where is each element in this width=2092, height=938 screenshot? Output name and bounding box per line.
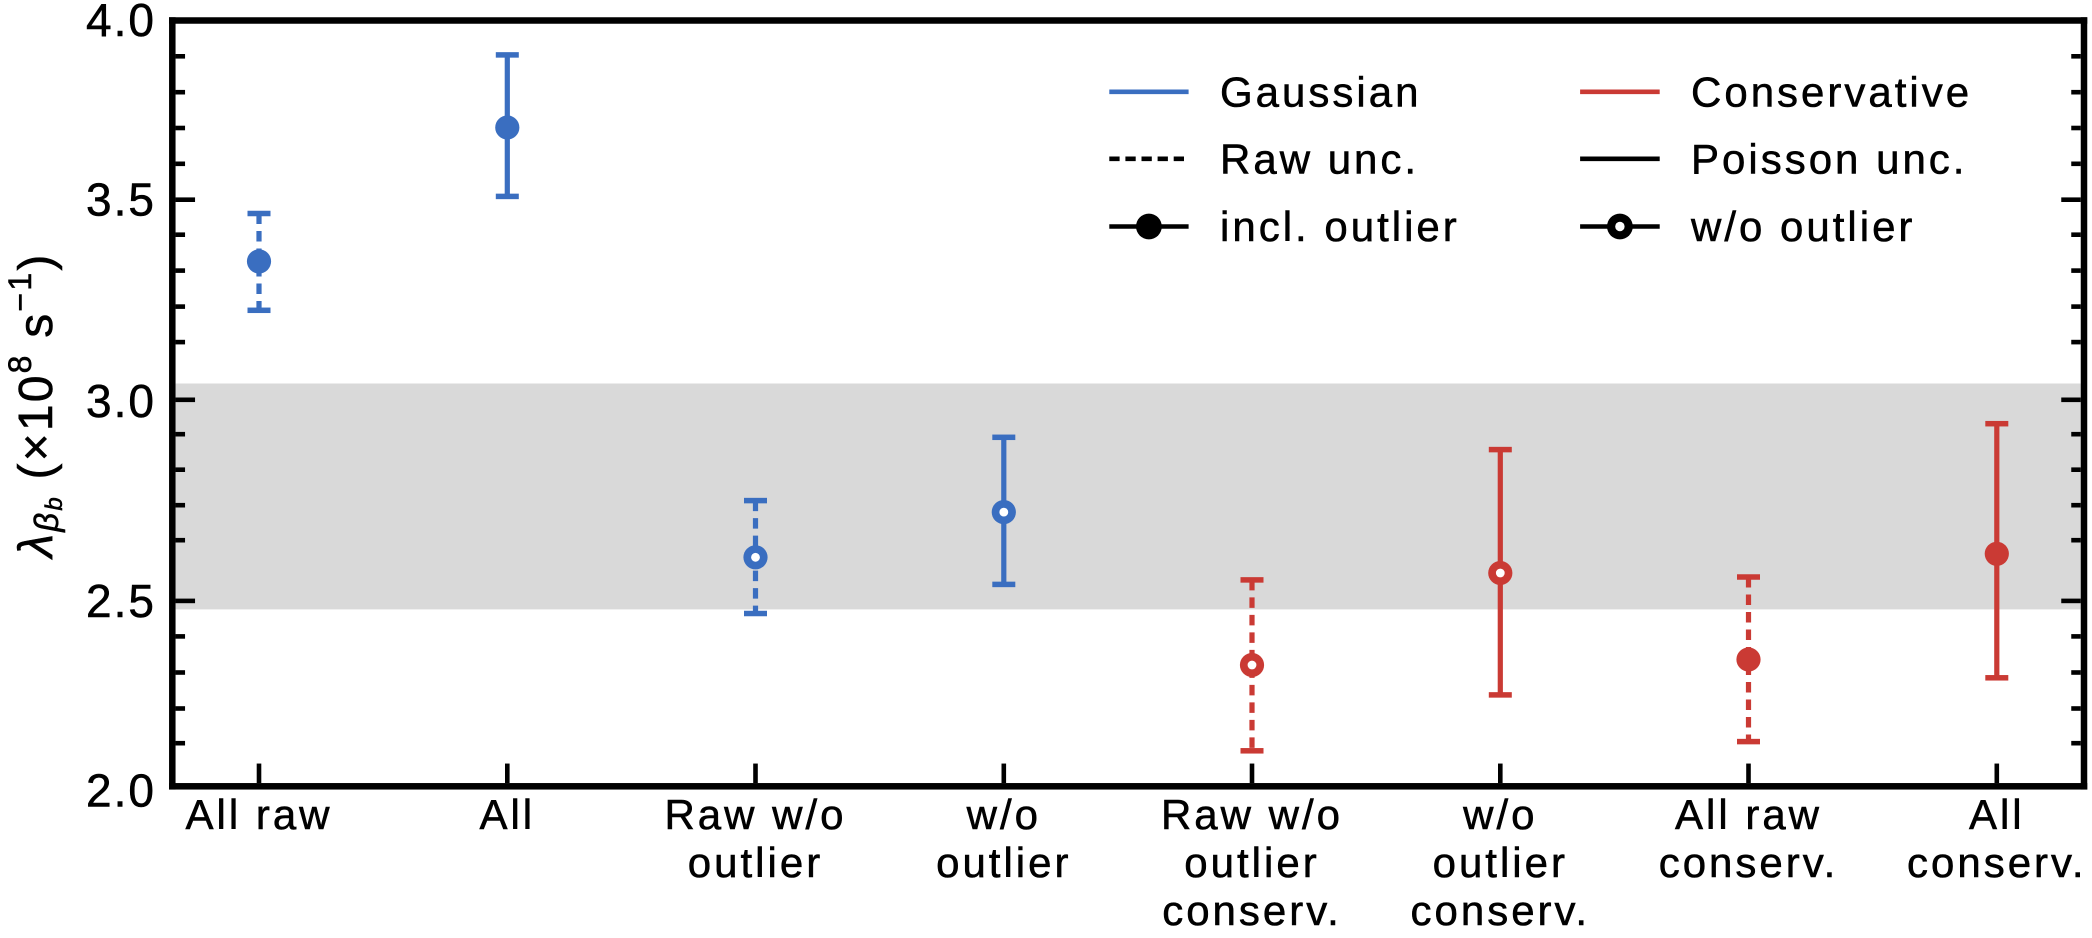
svg-text:3.5: 3.5	[86, 174, 156, 226]
svg-text:4.0: 4.0	[86, 0, 156, 46]
svg-text:λβb (×108 s−1): λβb (×108 s−1)	[2, 252, 68, 560]
svg-text:All: All	[479, 791, 535, 838]
svg-text:2.5: 2.5	[86, 575, 156, 627]
svg-text:conserv.: conserv.	[1410, 887, 1590, 933]
svg-text:Raw w/o: Raw w/o	[664, 791, 846, 838]
svg-text:2.0: 2.0	[86, 765, 156, 817]
svg-text:All raw: All raw	[1675, 791, 1822, 838]
svg-text:Gaussian: Gaussian	[1220, 68, 1421, 115]
svg-text:outlier: outlier	[1433, 839, 1568, 886]
svg-text:Raw w/o: Raw w/o	[1161, 791, 1343, 838]
svg-text:Raw unc.: Raw unc.	[1220, 135, 1419, 182]
svg-text:conserv.: conserv.	[1907, 839, 2087, 886]
svg-text:outlier: outlier	[688, 839, 823, 886]
svg-text:All: All	[1969, 791, 2025, 838]
svg-text:outlier: outlier	[1184, 839, 1319, 886]
svg-text:w/o: w/o	[966, 791, 1041, 838]
svg-text:Poisson unc.: Poisson unc.	[1691, 135, 1967, 182]
svg-text:incl. outlier: incl. outlier	[1220, 203, 1460, 250]
svg-text:conserv.: conserv.	[1162, 887, 1342, 933]
svg-text:All raw: All raw	[185, 791, 332, 838]
svg-text:Conservative: Conservative	[1691, 68, 1972, 115]
svg-text:w/o: w/o	[1462, 791, 1537, 838]
svg-text:w/o outlier: w/o outlier	[1690, 203, 1915, 250]
svg-text:outlier: outlier	[936, 839, 1071, 886]
svg-text:3.0: 3.0	[86, 375, 156, 427]
svg-text:conserv.: conserv.	[1659, 839, 1839, 886]
